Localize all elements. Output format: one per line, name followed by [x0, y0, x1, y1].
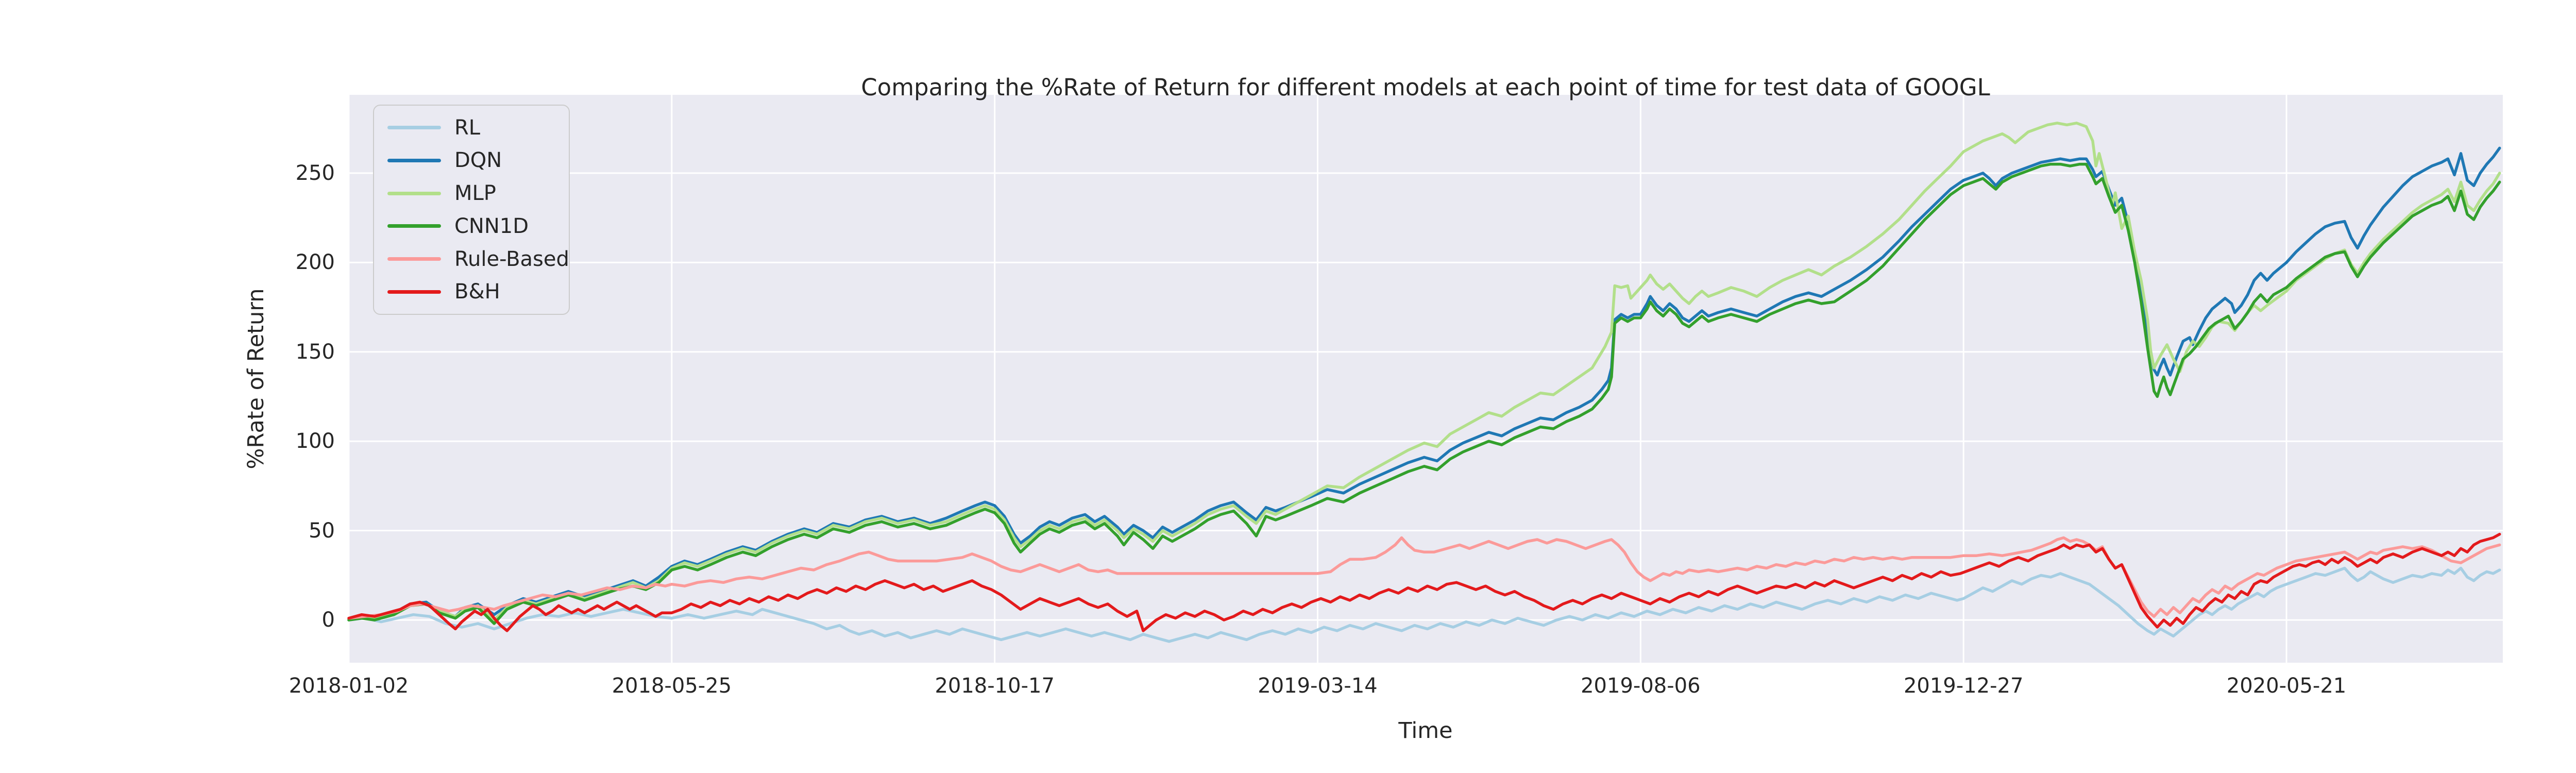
legend-label: DQN [454, 148, 502, 173]
legend-item-mlp: MLP [374, 177, 569, 209]
x-tick-label: 2020-05-21 [2226, 674, 2347, 698]
legend-item-rl: RL [374, 112, 569, 144]
legend-label: MLP [454, 181, 496, 206]
legend-line-swatch [387, 224, 441, 228]
series-line-b-h [347, 532, 2501, 632]
legend-label: B&H [454, 280, 500, 304]
x-tick-label: 2018-10-17 [935, 674, 1055, 698]
y-tick-label: 50 [309, 518, 335, 543]
legend: RL DQN MLP CNN1D Rule-Based B&H [373, 105, 570, 315]
plot-background [349, 95, 2503, 663]
legend-label: RL [454, 115, 481, 140]
x-tick-label: 2019-03-14 [1258, 674, 1378, 698]
legend-line-swatch [387, 126, 441, 130]
y-tick-label: 0 [321, 608, 335, 632]
x-tick-label: 2018-05-25 [612, 674, 732, 698]
legend-line-swatch [387, 257, 441, 261]
chart-title: Comparing the %Rate of Return for differ… [861, 74, 1990, 101]
y-tick-label: 150 [295, 340, 335, 364]
y-tick-label: 250 [295, 161, 335, 185]
y-tick-label: 200 [295, 250, 335, 275]
legend-label: CNN1D [454, 214, 529, 238]
x-axis-label: Time [1398, 718, 1453, 744]
x-tick-label: 2019-12-27 [1903, 674, 2024, 698]
legend-item-dqn: DQN [374, 144, 569, 176]
x-tick-label: 2019-08-06 [1581, 674, 1701, 698]
series-line-dqn [347, 146, 2501, 621]
legend-item-cnn1d: CNN1D [374, 210, 569, 242]
legend-line-swatch [387, 191, 441, 195]
y-tick-label: 100 [295, 429, 335, 453]
legend-item-rule-based: Rule-Based [374, 243, 569, 275]
series-line-cnn1d [347, 162, 2501, 625]
legend-line-swatch [387, 290, 441, 294]
legend-label: Rule-Based [454, 247, 569, 271]
y-axis-label: %Rate of Return [243, 288, 269, 469]
legend-item-b-h: B&H [374, 276, 569, 308]
legend-line-swatch [387, 158, 441, 162]
x-tick-label: 2018-01-02 [289, 674, 409, 698]
series-line-mlp [347, 122, 2501, 621]
series-line-rule-based [347, 536, 2501, 620]
series-line-rl [347, 566, 2501, 643]
